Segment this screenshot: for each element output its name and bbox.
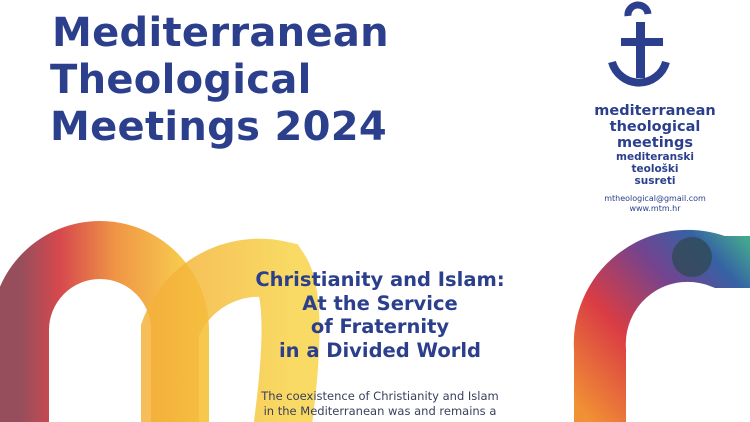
page-title: Mediterranean Theological Meetings 2024 (50, 10, 389, 151)
body-line: The coexistence of Christianity and Isla… (261, 389, 499, 403)
body-line: in the Mediterranean was and remains a (263, 403, 497, 418)
logo-name: theological (609, 119, 701, 135)
logo-name-local: susreti (634, 175, 676, 187)
logo-name: mediterranean (594, 103, 716, 119)
title-line: Meetings 2024 (50, 104, 387, 150)
headline-line: in a Divided World (279, 338, 481, 362)
anchor-cross-t-icon (608, 1, 670, 87)
logo: mediterranean theological meetings medit… (560, 0, 750, 213)
logo-name: meetings (616, 135, 693, 151)
title-line: Theological (50, 57, 312, 103)
arch-middle (141, 238, 320, 422)
headline-line: of Fraternity (310, 315, 450, 338)
headline: Christianity and Islam: At the Service o… (222, 268, 538, 362)
body-text: The coexistence of Christianity and Isla… (222, 389, 538, 418)
headline-line: At the Service (302, 291, 458, 315)
headline-line: Christianity and Islam: (255, 268, 505, 291)
contact-website: www.mtm.hr (629, 203, 681, 213)
title-line: Mediterranean (52, 10, 389, 56)
logo-name-local: mediteranski (616, 151, 694, 163)
contact-email: mtheological@gmail.com (604, 194, 706, 203)
dark-circle (672, 237, 712, 277)
logo-name-local: teološki (631, 163, 679, 175)
arch-right (573, 229, 750, 422)
